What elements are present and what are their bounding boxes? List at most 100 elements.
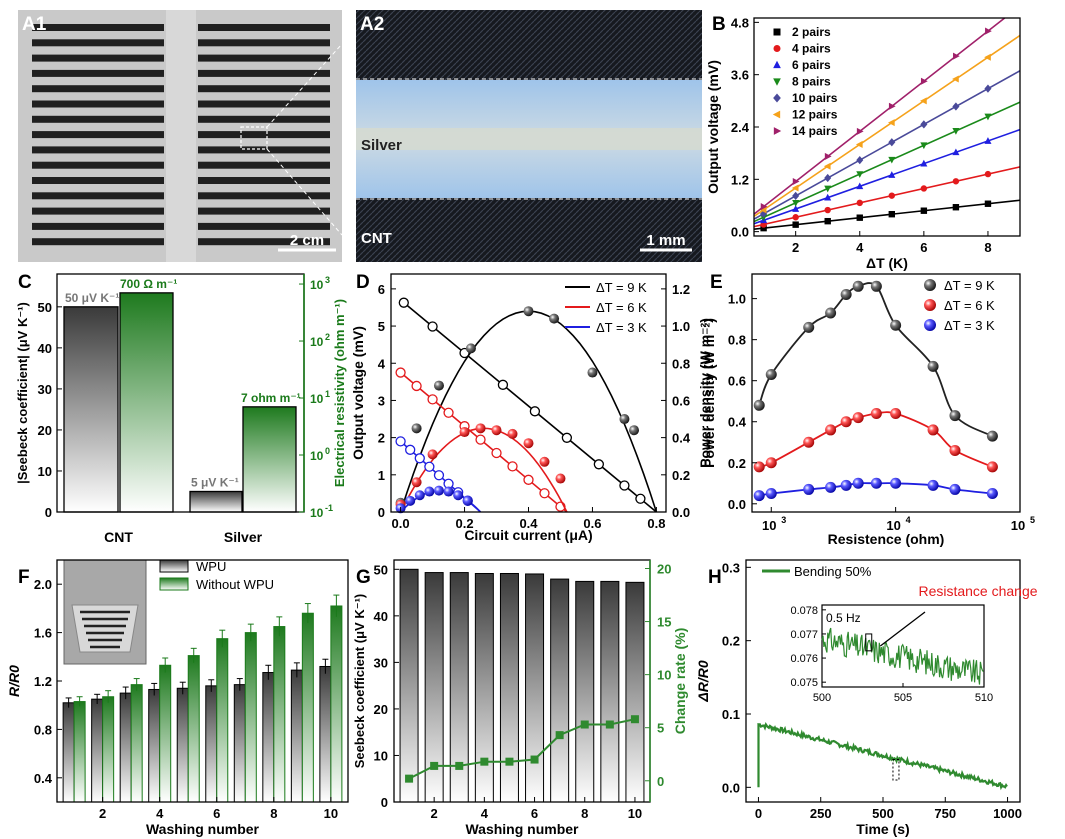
a1-stripe-left	[32, 100, 164, 108]
chart-b-fit-line	[753, 70, 1021, 220]
chart-f-panel-label: F	[18, 567, 30, 588]
chart-d-y2tick-label: 0.6	[672, 393, 690, 408]
a1-stripe-left	[32, 131, 164, 139]
chart-d-voltage-point	[427, 394, 438, 405]
chart-b-legend-text: 14 pairs	[792, 124, 838, 138]
chart-d-ytick-label: 0	[378, 505, 385, 520]
chart-d-y2tick-label: 0.8	[672, 356, 690, 371]
chart-g-bar	[399, 568, 419, 803]
chart-g-point	[580, 720, 589, 729]
chart-b-legend-marker	[773, 78, 781, 86]
chart-g-ytick-label: 0	[381, 795, 388, 810]
chart-b-fit-line	[753, 101, 1021, 223]
chart-g-bar	[525, 573, 545, 803]
a1-scale-text: 2 cm	[290, 232, 324, 249]
chart-g-point	[555, 731, 564, 740]
chart-f-xtick-label: 8	[270, 806, 277, 821]
chart-e-point	[753, 490, 765, 502]
a1-electrode-stripes	[32, 24, 330, 246]
chart-h-inset-period-box	[865, 633, 873, 652]
chart-g-point	[530, 755, 539, 764]
chart-f-ylabel: R/R0	[6, 665, 22, 697]
chart-b-legend-marker	[773, 28, 781, 36]
a1-stripe-right	[198, 115, 330, 123]
chart-b-point	[792, 205, 800, 212]
chart-d-voltage-point	[593, 459, 604, 470]
chart-e-point	[840, 479, 852, 491]
chart-f-legend-wpu-swatch	[159, 559, 189, 573]
chart-g-bar	[550, 578, 570, 803]
chart-d-power-point	[433, 485, 444, 496]
chart-h-ylabel: ΔR/R0	[695, 660, 711, 703]
chart-f-ytick-label: 0.4	[34, 771, 53, 786]
chart-d-ytick-label: 1	[378, 468, 385, 483]
chart-b-xtick-label: 8	[984, 240, 991, 255]
chart-e-point	[949, 410, 961, 422]
chart-g-xtick-label: 2	[431, 806, 438, 821]
chart-e-point	[765, 457, 777, 469]
chart-b-point	[824, 152, 832, 160]
chart-b-point	[985, 27, 992, 35]
chart-f-ytick-label: 2.0	[34, 577, 52, 592]
chart-b-point	[953, 52, 960, 60]
chart-g-bar	[575, 580, 595, 803]
chart-h-inset-arrow	[879, 611, 926, 647]
chart-e-ytick-label: 1.0	[728, 292, 746, 307]
chart-b-point	[888, 156, 896, 164]
chart-e-legend-text: ΔT = 9 K	[944, 278, 995, 293]
chart-d-voltage-point	[635, 493, 646, 504]
chart-b-ylabel: Output voltage (mV)	[705, 60, 721, 194]
a1-stripe-left	[32, 161, 164, 169]
chart-e-point	[765, 488, 777, 500]
chart-b-ytick-label: 3.6	[731, 68, 749, 83]
chart-d-voltage-point	[395, 367, 406, 378]
chart-b-point	[952, 102, 960, 111]
chart-h-panel-label: H	[708, 567, 722, 588]
chart-c-y2tick-base: 10	[310, 278, 324, 292]
chart-e-xtick-base: 10	[886, 518, 900, 533]
chart-c-y2tick-base: 10	[310, 449, 324, 463]
chart-c-panel-label: C	[18, 272, 32, 293]
chart-c-ytick-label: 0	[45, 505, 52, 520]
chart-e-point	[986, 461, 998, 473]
chart-f-wpu-bar	[205, 685, 218, 803]
chart-e-point	[852, 412, 864, 424]
chart-b-point	[792, 177, 800, 186]
chart-e-point	[986, 488, 998, 500]
chart-b-point	[984, 200, 992, 207]
chart-f-nowpu-bar	[187, 655, 200, 803]
chart-d-xlabel: Circuit current (μA)	[464, 527, 592, 543]
chart-h-ytick-label: 0.3	[722, 560, 740, 575]
chart-e-xtick-base: 10	[1011, 518, 1025, 533]
chart-d-power-point	[507, 428, 518, 439]
chart-b-point	[791, 184, 799, 192]
chart-b-point	[760, 203, 768, 211]
chart-d-voltage-line	[400, 299, 657, 513]
chart-f-xlabel: Washing number	[146, 821, 260, 837]
chart-g-point	[505, 757, 514, 766]
chart-b-point	[920, 207, 928, 214]
chart-g-bar	[474, 572, 494, 803]
chart-b-ytick-label: 0.0	[731, 225, 749, 240]
chart-d-power-point	[462, 495, 473, 506]
chart-d-power-point	[427, 449, 438, 460]
chart-d-voltage-point	[405, 444, 416, 455]
chart-h-inset-ytick-label: 0.076	[790, 653, 818, 665]
chart-h-inset-ytick-label: 0.075	[790, 677, 818, 689]
a1-stripe-left	[32, 24, 164, 31]
chart-h-inset-frequency: 0.5 Hz	[826, 611, 861, 625]
chart-f-ytick-label: 0.8	[34, 722, 52, 737]
chart-g-xtick-label: 6	[531, 806, 538, 821]
a1-stripe-left	[32, 177, 164, 184]
chart-g-panel-label: G	[356, 567, 371, 588]
chart-b-xlabel: ΔT (K)	[866, 255, 908, 271]
chart-e-point	[927, 424, 939, 436]
chart-e-point	[927, 360, 939, 372]
a1-bus-gap	[166, 10, 196, 262]
chart-e-xtick-exp: 4	[906, 515, 911, 525]
chart-f-ytick-label: 1.2	[34, 674, 52, 689]
chart-e-point	[852, 477, 864, 489]
chart-e-legend-marker	[924, 319, 936, 331]
chart-d-voltage-point	[443, 407, 454, 418]
